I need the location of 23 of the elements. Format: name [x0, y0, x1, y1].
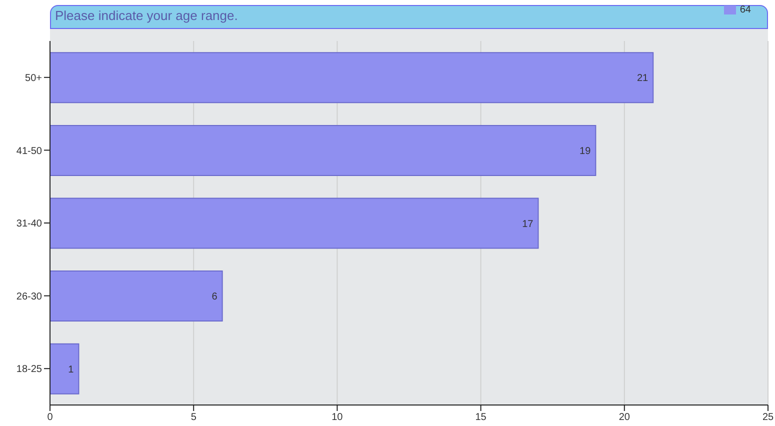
x-tick-label: 5 [190, 412, 197, 424]
y-tick-label: 50+ [25, 72, 42, 84]
data-label: 17 [522, 218, 534, 230]
x-tick-label: 15 [475, 412, 487, 424]
y-tick-label: 31-40 [16, 218, 42, 230]
bar [50, 124, 596, 176]
legend-label: 64 [740, 4, 751, 16]
data-label: 6 [212, 292, 218, 303]
bar [50, 52, 654, 104]
data-label: 21 [636, 73, 649, 84]
x-tick-label: 10 [332, 412, 344, 424]
data-label: 1 [68, 364, 74, 376]
bar [50, 198, 539, 249]
x-tick-label: 20 [618, 412, 630, 424]
chart-title: Please indicate your age range. [55, 8, 238, 23]
y-tick-label: 18-25 [16, 364, 42, 376]
bar [50, 343, 80, 394]
bar [50, 270, 223, 322]
data-label: 19 [580, 146, 592, 157]
x-tick-label: 25 [762, 412, 774, 424]
y-tick-label: 41-50 [16, 146, 42, 157]
y-tick-label: 26-30 [16, 291, 42, 302]
x-tick-label: 0 [47, 412, 54, 424]
